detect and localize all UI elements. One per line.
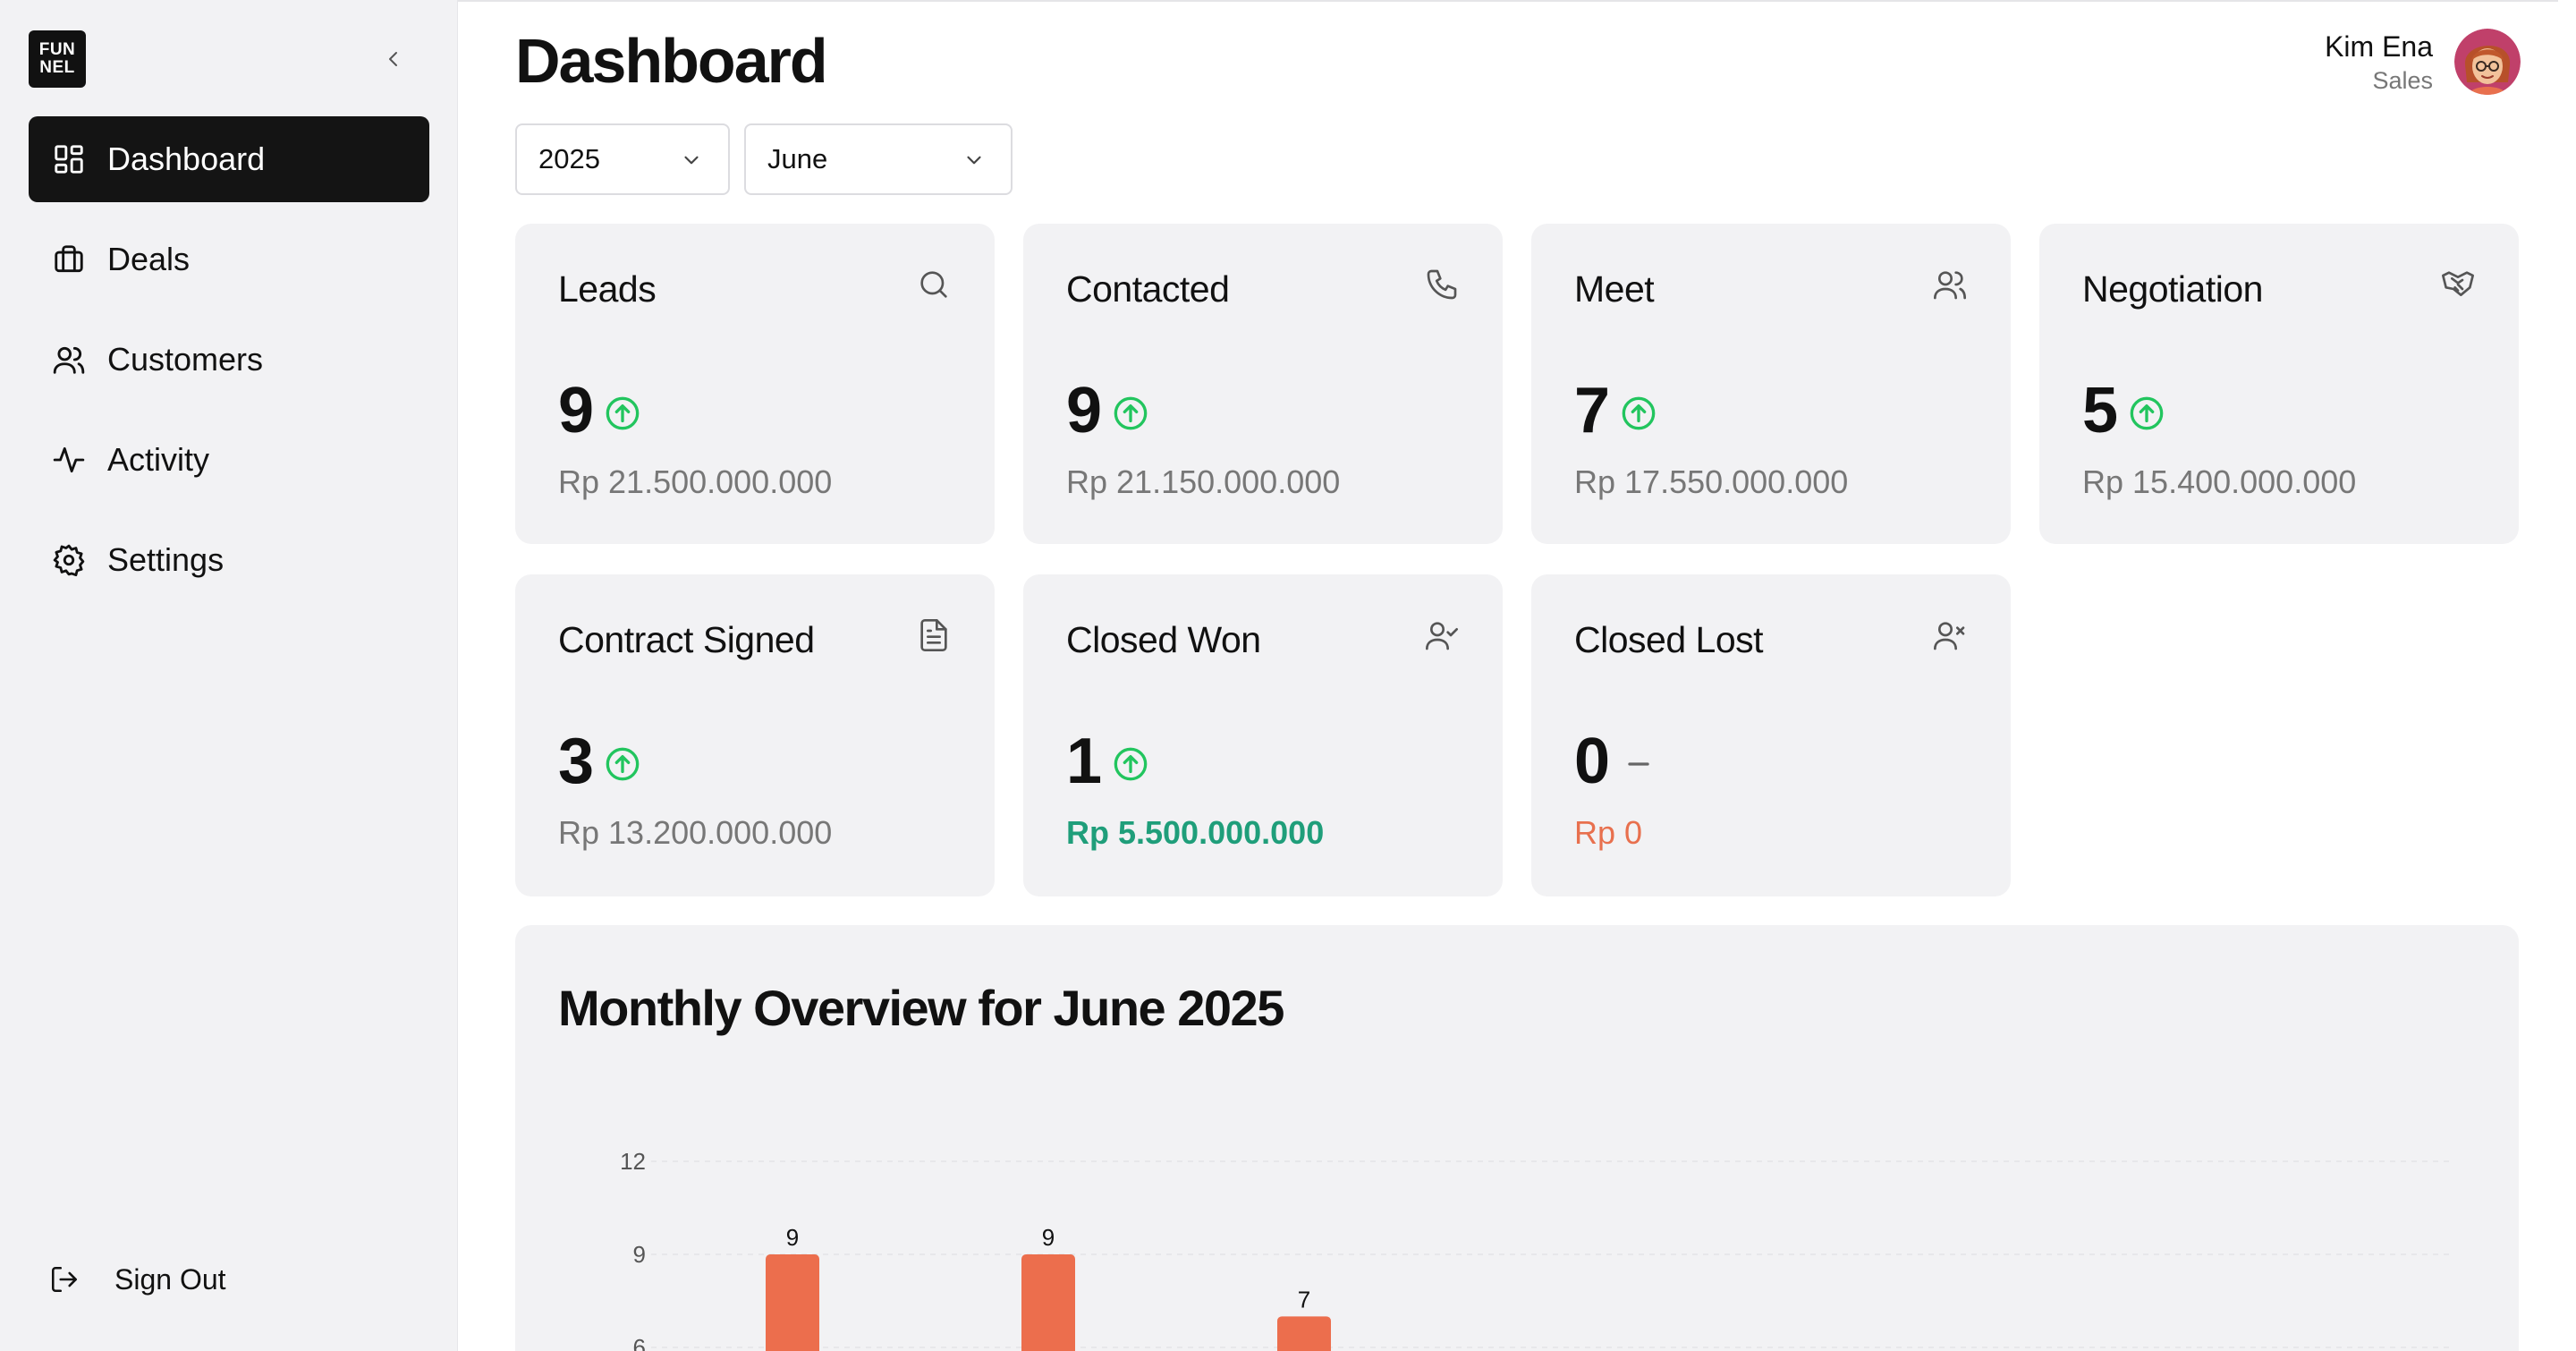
stat-card-contacted[interactable]: Contacted 9 Rp 21.150.000.000 xyxy=(1023,224,1503,544)
handshake-icon xyxy=(2438,265,2478,304)
card-title: Negotiation xyxy=(2082,268,2263,310)
user-name: Kim Ena xyxy=(2325,30,2433,63)
card-amount: Rp 5.500.000.000 xyxy=(1066,814,1325,851)
sidebar-nav: Dashboard Deals Customers Activity Setti… xyxy=(29,116,429,617)
chart-bar[interactable] xyxy=(1277,1316,1331,1351)
card-value: 0 xyxy=(1574,726,1611,797)
chevron-down-icon xyxy=(684,156,699,165)
card-amount: Rp 21.150.000.000 xyxy=(1066,463,1341,500)
card-value: 7 xyxy=(1574,375,1611,446)
trend-up-icon xyxy=(605,395,640,431)
user-role: Sales xyxy=(2372,67,2433,94)
stat-card-negotiation[interactable]: Negotiation 5 Rp 15.400.000.000 xyxy=(2039,224,2519,544)
avatar[interactable] xyxy=(2454,29,2521,95)
gear-icon xyxy=(50,541,88,579)
collapse-sidebar-button[interactable] xyxy=(376,41,411,77)
chart-bar[interactable] xyxy=(1021,1254,1075,1351)
card-title: Contract Signed xyxy=(558,619,815,660)
month-select[interactable]: June xyxy=(744,123,1013,195)
trend-up-icon xyxy=(1113,395,1148,431)
users-icon xyxy=(50,341,88,378)
y-tick-label: 9 xyxy=(633,1241,646,1268)
card-amount: Rp 21.500.000.000 xyxy=(558,463,833,500)
sidebar: FUN NEL Dashboard Deals Customers xyxy=(0,0,458,1351)
card-title: Meet xyxy=(1574,268,1655,310)
trend-up-icon xyxy=(1621,395,1657,431)
window-edge xyxy=(2558,0,2576,1351)
sidebar-item-label: Settings xyxy=(107,541,225,578)
sign-out-button[interactable]: Sign Out xyxy=(47,1262,226,1297)
year-select[interactable]: 2025 xyxy=(515,123,730,195)
chevron-down-icon xyxy=(967,156,981,165)
stat-card-contract-signed[interactable]: Contract Signed 3 Rp 13.200.000.000 xyxy=(515,574,995,896)
dashboard-icon xyxy=(50,140,88,178)
bar-value-label: 9 xyxy=(1042,1224,1055,1251)
logo-line-2: NEL xyxy=(39,58,75,77)
bar-value-label: 7 xyxy=(1298,1286,1310,1313)
card-value: 3 xyxy=(558,726,595,797)
stat-card-meet[interactable]: Meet 7 Rp 17.550.000.000 xyxy=(1531,224,2011,544)
page-title: Dashboard xyxy=(515,26,828,96)
y-tick-label: 6 xyxy=(633,1334,646,1351)
sidebar-item-customers[interactable]: Customers xyxy=(29,317,429,403)
stat-card-closed-lost[interactable]: Closed Lost 0 Rp 0 xyxy=(1531,574,2011,896)
logo-line-1: FUN xyxy=(38,40,76,59)
bar-value-label: 9 xyxy=(786,1224,799,1251)
trend-flat-icon xyxy=(1621,746,1657,782)
user-info[interactable]: Kim Ena Sales xyxy=(2325,30,2433,95)
card-title: Closed Lost xyxy=(1574,619,1764,660)
card-value: 9 xyxy=(1066,375,1103,446)
sidebar-item-label: Customers xyxy=(107,341,264,378)
trend-up-icon xyxy=(1113,746,1148,782)
sidebar-item-settings[interactable]: Settings xyxy=(29,517,429,603)
sidebar-item-label: Activity xyxy=(107,441,210,478)
user-check-icon xyxy=(1422,616,1462,655)
card-amount: Rp 0 xyxy=(1574,814,1643,851)
card-amount: Rp 13.200.000.000 xyxy=(558,814,833,851)
month-select-value: June xyxy=(767,143,828,174)
card-amount: Rp 15.400.000.000 xyxy=(2082,463,2357,500)
monthly-overview-panel: Monthly Overview for June 2025 12 9 6 9 9 7 xyxy=(515,925,2519,1351)
overview-bar-chart: 12 9 6 9 9 7 xyxy=(620,1148,2454,1351)
card-amount: Rp 17.550.000.000 xyxy=(1574,463,1849,500)
card-title: Contacted xyxy=(1066,268,1230,310)
document-icon xyxy=(914,616,953,655)
chevron-left-icon xyxy=(389,52,397,66)
top-border xyxy=(458,0,2576,2)
sidebar-item-dashboard[interactable]: Dashboard xyxy=(29,116,429,202)
chart-bar[interactable] xyxy=(766,1254,819,1351)
trend-up-icon xyxy=(605,746,640,782)
briefcase-icon xyxy=(50,241,88,278)
card-value: 1 xyxy=(1066,726,1103,797)
card-title: Leads xyxy=(558,268,657,310)
sign-out-icon xyxy=(47,1262,82,1297)
card-title: Closed Won xyxy=(1066,619,1261,660)
card-value: 9 xyxy=(558,375,595,446)
overview-title: Monthly Overview for June 2025 xyxy=(558,980,1284,1036)
stat-card-leads[interactable]: Leads 9 Rp 21.500.000.000 xyxy=(515,224,995,544)
sidebar-item-label: Dashboard xyxy=(107,140,266,177)
sidebar-item-activity[interactable]: Activity xyxy=(29,417,429,503)
trend-up-icon xyxy=(2129,395,2165,431)
card-value: 5 xyxy=(2082,375,2119,446)
y-tick-label: 12 xyxy=(620,1148,646,1175)
search-icon xyxy=(914,265,953,304)
phone-icon xyxy=(1422,265,1462,304)
sign-out-label: Sign Out xyxy=(114,1262,226,1296)
sidebar-item-deals[interactable]: Deals xyxy=(29,217,429,302)
app-logo[interactable]: FUN NEL xyxy=(29,30,86,88)
stat-card-closed-won[interactable]: Closed Won 1 Rp 5.500.000.000 xyxy=(1023,574,1503,896)
user-x-icon xyxy=(1930,616,1970,655)
activity-icon xyxy=(50,441,88,479)
year-select-value: 2025 xyxy=(538,143,600,174)
users-icon xyxy=(1930,265,1970,304)
sidebar-item-label: Deals xyxy=(107,241,191,277)
